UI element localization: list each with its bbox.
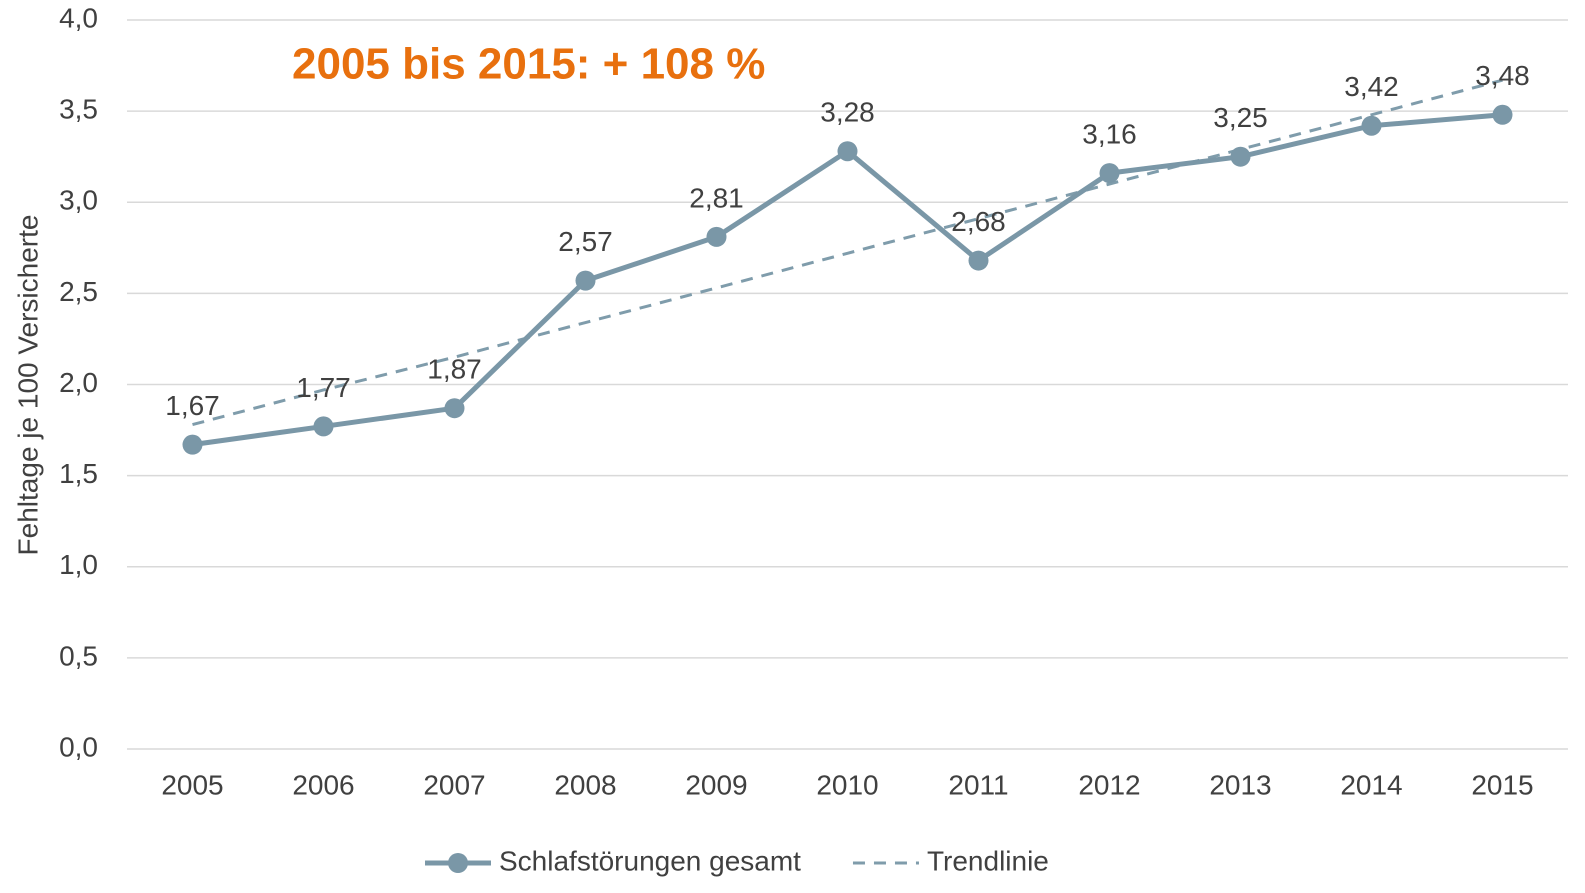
data-point bbox=[837, 141, 858, 162]
x-tick-label: 2015 bbox=[1471, 769, 1533, 800]
data-point bbox=[706, 226, 727, 247]
y-tick-label: 3,0 bbox=[59, 185, 98, 216]
data-label: 2,68 bbox=[951, 206, 1006, 237]
x-tick-label: 2010 bbox=[816, 769, 878, 800]
data-point bbox=[313, 416, 334, 437]
data-point bbox=[968, 250, 989, 271]
data-label: 3,25 bbox=[1213, 102, 1268, 133]
y-tick-label: 4,0 bbox=[59, 2, 98, 33]
y-tick-label: 1,0 bbox=[59, 549, 98, 580]
data-label: 1,87 bbox=[427, 354, 482, 385]
data-point bbox=[1230, 146, 1251, 167]
y-tick-label: 1,5 bbox=[59, 458, 98, 489]
data-point bbox=[575, 270, 596, 291]
x-tick-label: 2007 bbox=[423, 769, 485, 800]
data-point bbox=[1361, 115, 1382, 136]
data-label: 3,16 bbox=[1082, 118, 1137, 149]
data-label: 2,57 bbox=[558, 226, 613, 257]
data-label: 3,48 bbox=[1475, 60, 1530, 91]
y-tick-label: 2,0 bbox=[59, 367, 98, 398]
data-label: 3,42 bbox=[1344, 71, 1399, 102]
x-tick-label: 2012 bbox=[1078, 769, 1140, 800]
legend-label: Trendlinie bbox=[927, 845, 1049, 876]
y-tick-label: 0,0 bbox=[59, 731, 98, 762]
legend-marker bbox=[448, 853, 468, 873]
data-label: 1,77 bbox=[296, 372, 351, 403]
data-label: 3,28 bbox=[820, 97, 875, 128]
data-point bbox=[444, 398, 465, 419]
x-tick-label: 2013 bbox=[1209, 769, 1271, 800]
trend-line bbox=[192, 78, 1503, 427]
y-axis-label: Fehltage je 100 Versicherte bbox=[12, 215, 43, 556]
data-point bbox=[1099, 163, 1120, 184]
x-tick-label: 2014 bbox=[1340, 769, 1402, 800]
x-tick-label: 2006 bbox=[292, 769, 354, 800]
y-tick-label: 0,5 bbox=[59, 640, 98, 671]
data-point bbox=[182, 434, 203, 455]
x-tick-label: 2011 bbox=[948, 769, 1008, 800]
data-label: 1,67 bbox=[165, 390, 220, 421]
annotation: 2005 bis 2015: + 108 % bbox=[292, 40, 765, 89]
y-tick-label: 3,5 bbox=[59, 94, 98, 125]
x-tick-label: 2005 bbox=[161, 769, 223, 800]
x-tick-label: 2008 bbox=[554, 769, 616, 800]
data-line bbox=[192, 112, 1503, 448]
y-tick-label: 2,5 bbox=[59, 276, 98, 307]
data-point bbox=[1492, 104, 1513, 125]
x-tick-label: 2009 bbox=[685, 769, 747, 800]
data-label: 2,81 bbox=[689, 182, 744, 213]
legend-label: Schlafstörungen gesamt bbox=[499, 845, 801, 876]
